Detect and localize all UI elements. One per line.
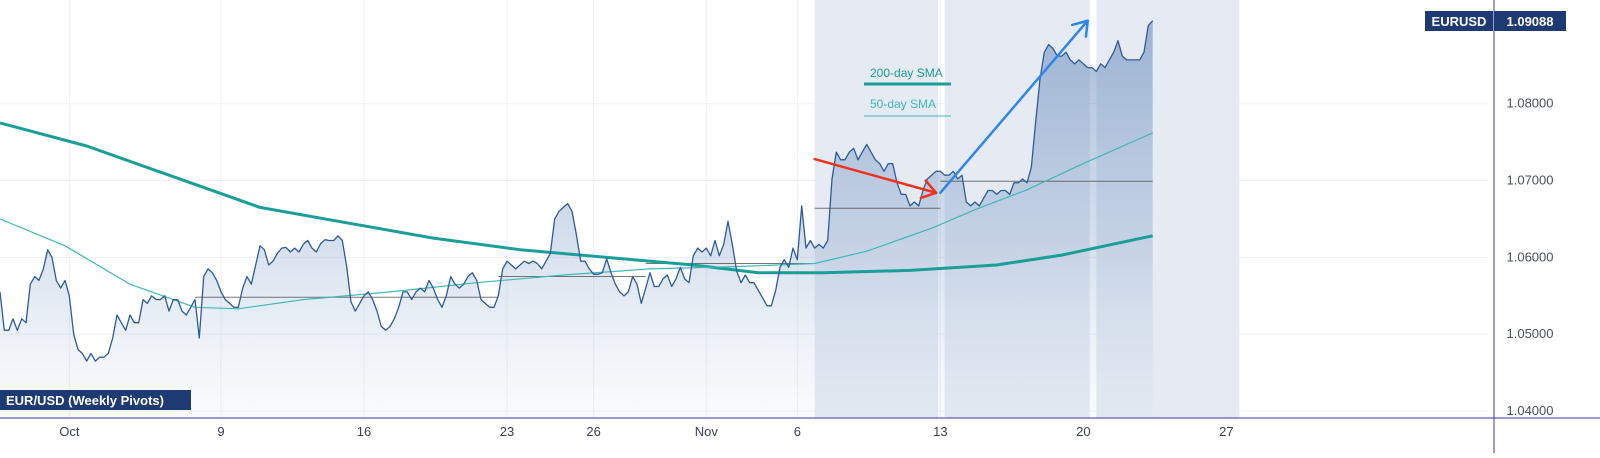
price-line <box>0 20 1154 362</box>
x-tick-label: 9 <box>217 424 224 439</box>
x-tick-label: Oct <box>59 424 80 439</box>
symbol-badge-background <box>1425 11 1493 31</box>
price-axis[interactable]: 1.04000 1.05000 1.06000 1.07000 1.08000 <box>1488 0 1600 453</box>
x-tick-label: Nov <box>695 424 719 439</box>
x-tick-label: 27 <box>1219 424 1233 439</box>
legend: 200-day SMA 50-day SMA <box>864 66 951 117</box>
y-tick-label: 1.08000 <box>1507 96 1554 111</box>
price-axis-background <box>1488 0 1600 453</box>
x-tick-label: 20 <box>1076 424 1090 439</box>
annotation-arrow-0 <box>813 157 938 200</box>
pane-label[interactable]: EUR/USD (Weekly Pivots) <box>0 390 191 410</box>
x-tick-label: 13 <box>933 424 947 439</box>
x-tick-label: 23 <box>500 424 514 439</box>
annotation-arrow-1 <box>939 19 1089 195</box>
y-tick-label: 1.04000 <box>1507 403 1554 418</box>
symbol-badge: EURUSD <box>1432 14 1487 29</box>
time-axis-ticks: Oct 9 16 23 26 Nov 6 13 20 27 <box>59 424 1233 439</box>
legend-item-200-day-sma: 200-day SMA <box>870 66 943 80</box>
y-tick-label: 1.07000 <box>1507 173 1554 188</box>
time-axis[interactable]: Oct 9 16 23 26 Nov 6 13 20 27 <box>0 417 1600 439</box>
last-price-label: 1.09088 <box>1507 14 1554 29</box>
x-tick-label: 26 <box>586 424 600 439</box>
y-tick-label: 1.05000 <box>1507 326 1554 341</box>
price-axis-ticks: 1.04000 1.05000 1.06000 1.07000 1.08000 <box>1507 96 1554 418</box>
annotation-arrows <box>813 19 1089 200</box>
y-tick-label: 1.06000 <box>1507 249 1554 264</box>
legend-item-50-day-sma: 50-day SMA <box>870 97 936 111</box>
price-area-fill <box>0 20 1153 418</box>
series-line-200-day-sma <box>0 121 1154 275</box>
symbol-price-badge[interactable]: EURUSD 1.09088 <box>1425 11 1566 31</box>
sma-lines <box>0 121 1154 310</box>
series-line-50-day-sma <box>0 132 1153 310</box>
last-price-background <box>1494 11 1566 31</box>
price-line-group <box>0 20 1154 362</box>
pane-label-background <box>0 390 191 410</box>
x-tick-label: 16 <box>357 424 371 439</box>
pane-label-text: EUR/USD (Weekly Pivots) <box>6 393 164 408</box>
price-area <box>0 20 1153 418</box>
x-tick-label: 6 <box>794 424 801 439</box>
